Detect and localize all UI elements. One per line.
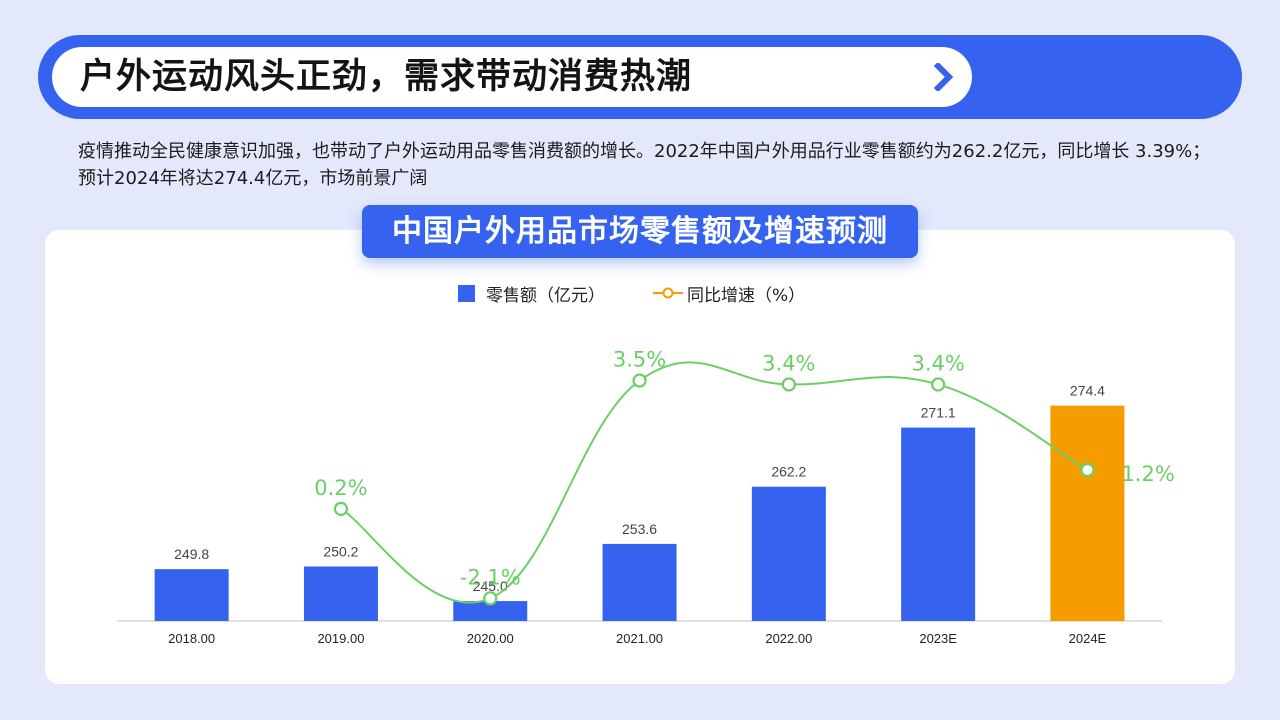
- bar-2020.00: [453, 601, 528, 621]
- growth-point: [1080, 462, 1095, 478]
- growth-point: [781, 377, 796, 392]
- description-text: 疫情推动全民健康意识加强，也带动了户外运动用品零售消费额的增长。2022年中国户…: [78, 141, 1211, 189]
- bar-value-label: 245.0: [473, 578, 508, 594]
- page-title: 户外运动风头正劲，需求带动消费热潮: [80, 57, 693, 97]
- bar-2019.00: [303, 566, 378, 621]
- chevron-right-icon[interactable]: [930, 63, 958, 91]
- x-tick-label: 2022.00: [765, 631, 812, 646]
- growth-point: [483, 591, 498, 606]
- growth-label: 0.2%: [314, 476, 367, 500]
- growth-label: 3.4%: [762, 351, 815, 375]
- bar-2023E: [901, 427, 976, 621]
- bar-value-label: 262.2: [771, 464, 806, 480]
- growth-line: [340, 361, 1088, 604]
- growth-point: [632, 373, 647, 388]
- growth-label: 3.4%: [911, 351, 964, 375]
- bar-2022.00: [751, 486, 826, 621]
- bar-2021.00: [602, 543, 677, 621]
- x-tick-label: 2024E: [1069, 631, 1107, 646]
- bar-value-label: 250.2: [323, 543, 358, 559]
- bar-value-label: 274.4: [1070, 383, 1105, 399]
- legend-bar-swatch: [458, 284, 475, 302]
- x-tick-label: 2021.00: [616, 631, 663, 646]
- legend-line-swatch: [653, 287, 683, 299]
- legend-label-sales: 零售额（亿元）: [486, 285, 605, 306]
- title-pill: 户外运动风头正劲，需求带动消费热潮: [52, 47, 972, 107]
- x-tick-label: 2019.00: [317, 631, 364, 646]
- growth-point: [333, 501, 349, 516]
- legend-label-growth: 同比增速（%）: [687, 285, 806, 306]
- x-tick-label: 2023E: [919, 631, 957, 646]
- x-tick-label: 2020.00: [467, 631, 514, 646]
- bar-2024E: [1050, 405, 1125, 621]
- bar-value-label: 253.6: [622, 521, 657, 537]
- growth-label: 1.2%: [1121, 462, 1174, 486]
- bar-value-label: 271.1: [921, 405, 956, 421]
- title-banner: 户外运动风头正劲，需求带动消费热潮: [38, 35, 1242, 119]
- growth-point: [931, 377, 946, 392]
- bar-2018.00: [154, 569, 229, 621]
- chart-legend: 零售额（亿元） 同比增速（%）: [458, 280, 805, 306]
- chart-title: 中国户外用品市场零售额及增速预测: [362, 205, 918, 258]
- growth-label: -2.1%: [460, 565, 521, 589]
- x-tick-label: 2018.00: [168, 631, 215, 646]
- growth-label: 3.5%: [613, 348, 666, 372]
- bar-value-label: 249.8: [174, 546, 209, 562]
